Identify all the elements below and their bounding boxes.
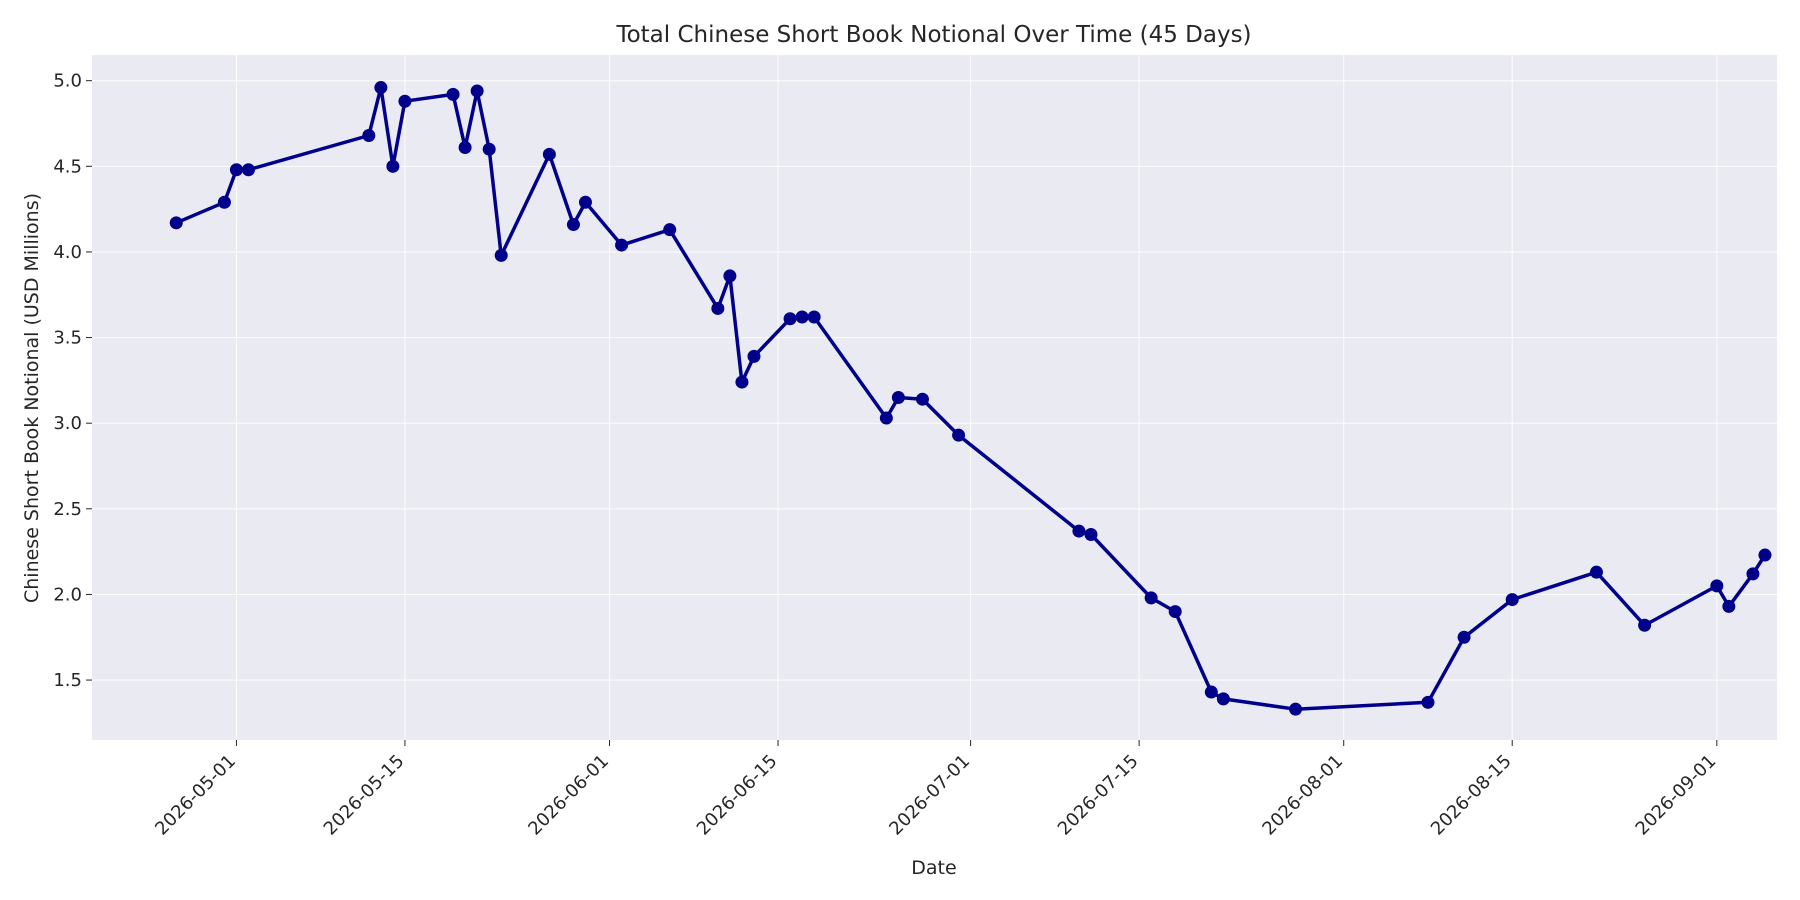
data-point — [663, 223, 677, 237]
x-tick-label: 2026-08-15 — [1427, 751, 1516, 840]
x-tick-label: 2026-07-15 — [1054, 751, 1143, 840]
data-point — [1216, 692, 1230, 706]
data-point — [1710, 579, 1724, 593]
data-point — [1505, 593, 1519, 607]
data-point — [362, 128, 376, 142]
data-point — [241, 163, 255, 177]
data-point — [1457, 630, 1471, 644]
data-point — [783, 312, 797, 326]
data-point — [494, 248, 508, 262]
y-tick-label: 3.0 — [53, 413, 82, 434]
y-axis-ticks: 1.5 2.0 2.5 3.0 3.5 4.0 4.5 5.0 — [53, 71, 92, 691]
x-tick-label: 2026-09-01 — [1632, 751, 1721, 840]
data-point — [735, 375, 749, 389]
x-tick-label: 2026-06-01 — [524, 751, 613, 840]
data-point — [169, 216, 183, 230]
data-point — [891, 391, 905, 404]
y-tick-label: 4.0 — [53, 242, 82, 263]
data-point — [1421, 695, 1435, 709]
data-point — [723, 269, 737, 283]
data-point — [1289, 702, 1303, 716]
data-point — [1204, 685, 1218, 699]
data-point — [1758, 548, 1772, 562]
data-point — [807, 310, 821, 324]
data-point — [482, 142, 496, 156]
y-tick-label: 3.5 — [53, 328, 82, 349]
data-point — [229, 163, 243, 177]
data-point — [879, 411, 893, 425]
y-tick-label: 4.5 — [53, 156, 82, 177]
data-point — [470, 84, 484, 98]
data-point — [615, 238, 629, 252]
y-tick-label: 2.5 — [53, 499, 82, 520]
plot-area — [92, 55, 1777, 740]
y-tick-label: 1.5 — [53, 670, 82, 691]
data-point — [458, 140, 472, 154]
data-point — [1144, 591, 1158, 605]
data-point — [1168, 605, 1182, 619]
data-point — [915, 392, 929, 406]
data-point — [952, 428, 966, 442]
data-point — [217, 195, 231, 209]
chart-title: Total Chinese Short Book Notional Over T… — [615, 22, 1251, 48]
data-point — [374, 81, 388, 95]
data-point — [578, 195, 592, 209]
data-point — [1589, 565, 1603, 579]
x-tick-label: 2026-07-01 — [885, 751, 974, 840]
data-point — [795, 310, 809, 324]
y-tick-label: 5.0 — [53, 71, 82, 92]
data-point — [1072, 524, 1086, 538]
x-tick-label: 2026-05-15 — [320, 751, 409, 840]
data-point — [542, 147, 556, 161]
y-tick-label: 2.0 — [53, 584, 82, 605]
x-tick-label: 2026-06-15 — [693, 751, 782, 840]
x-axis-label: Date — [911, 857, 956, 879]
data-point — [1084, 528, 1098, 541]
data-point — [446, 87, 460, 101]
data-point — [1638, 618, 1652, 632]
x-axis-ticks: 2026-05-01 2026-05-15 2026-06-01 2026-06-15… — [151, 740, 1720, 840]
data-point — [1746, 567, 1760, 581]
series-layer — [169, 81, 1772, 716]
x-tick-label: 2026-05-01 — [151, 751, 240, 840]
data-point — [566, 218, 580, 232]
grid-layer — [92, 55, 1777, 740]
data-point — [398, 94, 412, 108]
y-axis-label: Chinese Short Book Notional (USD Million… — [21, 193, 43, 603]
data-point — [711, 301, 725, 315]
data-point — [1722, 599, 1736, 613]
x-tick-label: 2026-08-01 — [1258, 751, 1347, 840]
data-point — [386, 159, 400, 173]
data-point — [747, 349, 761, 363]
